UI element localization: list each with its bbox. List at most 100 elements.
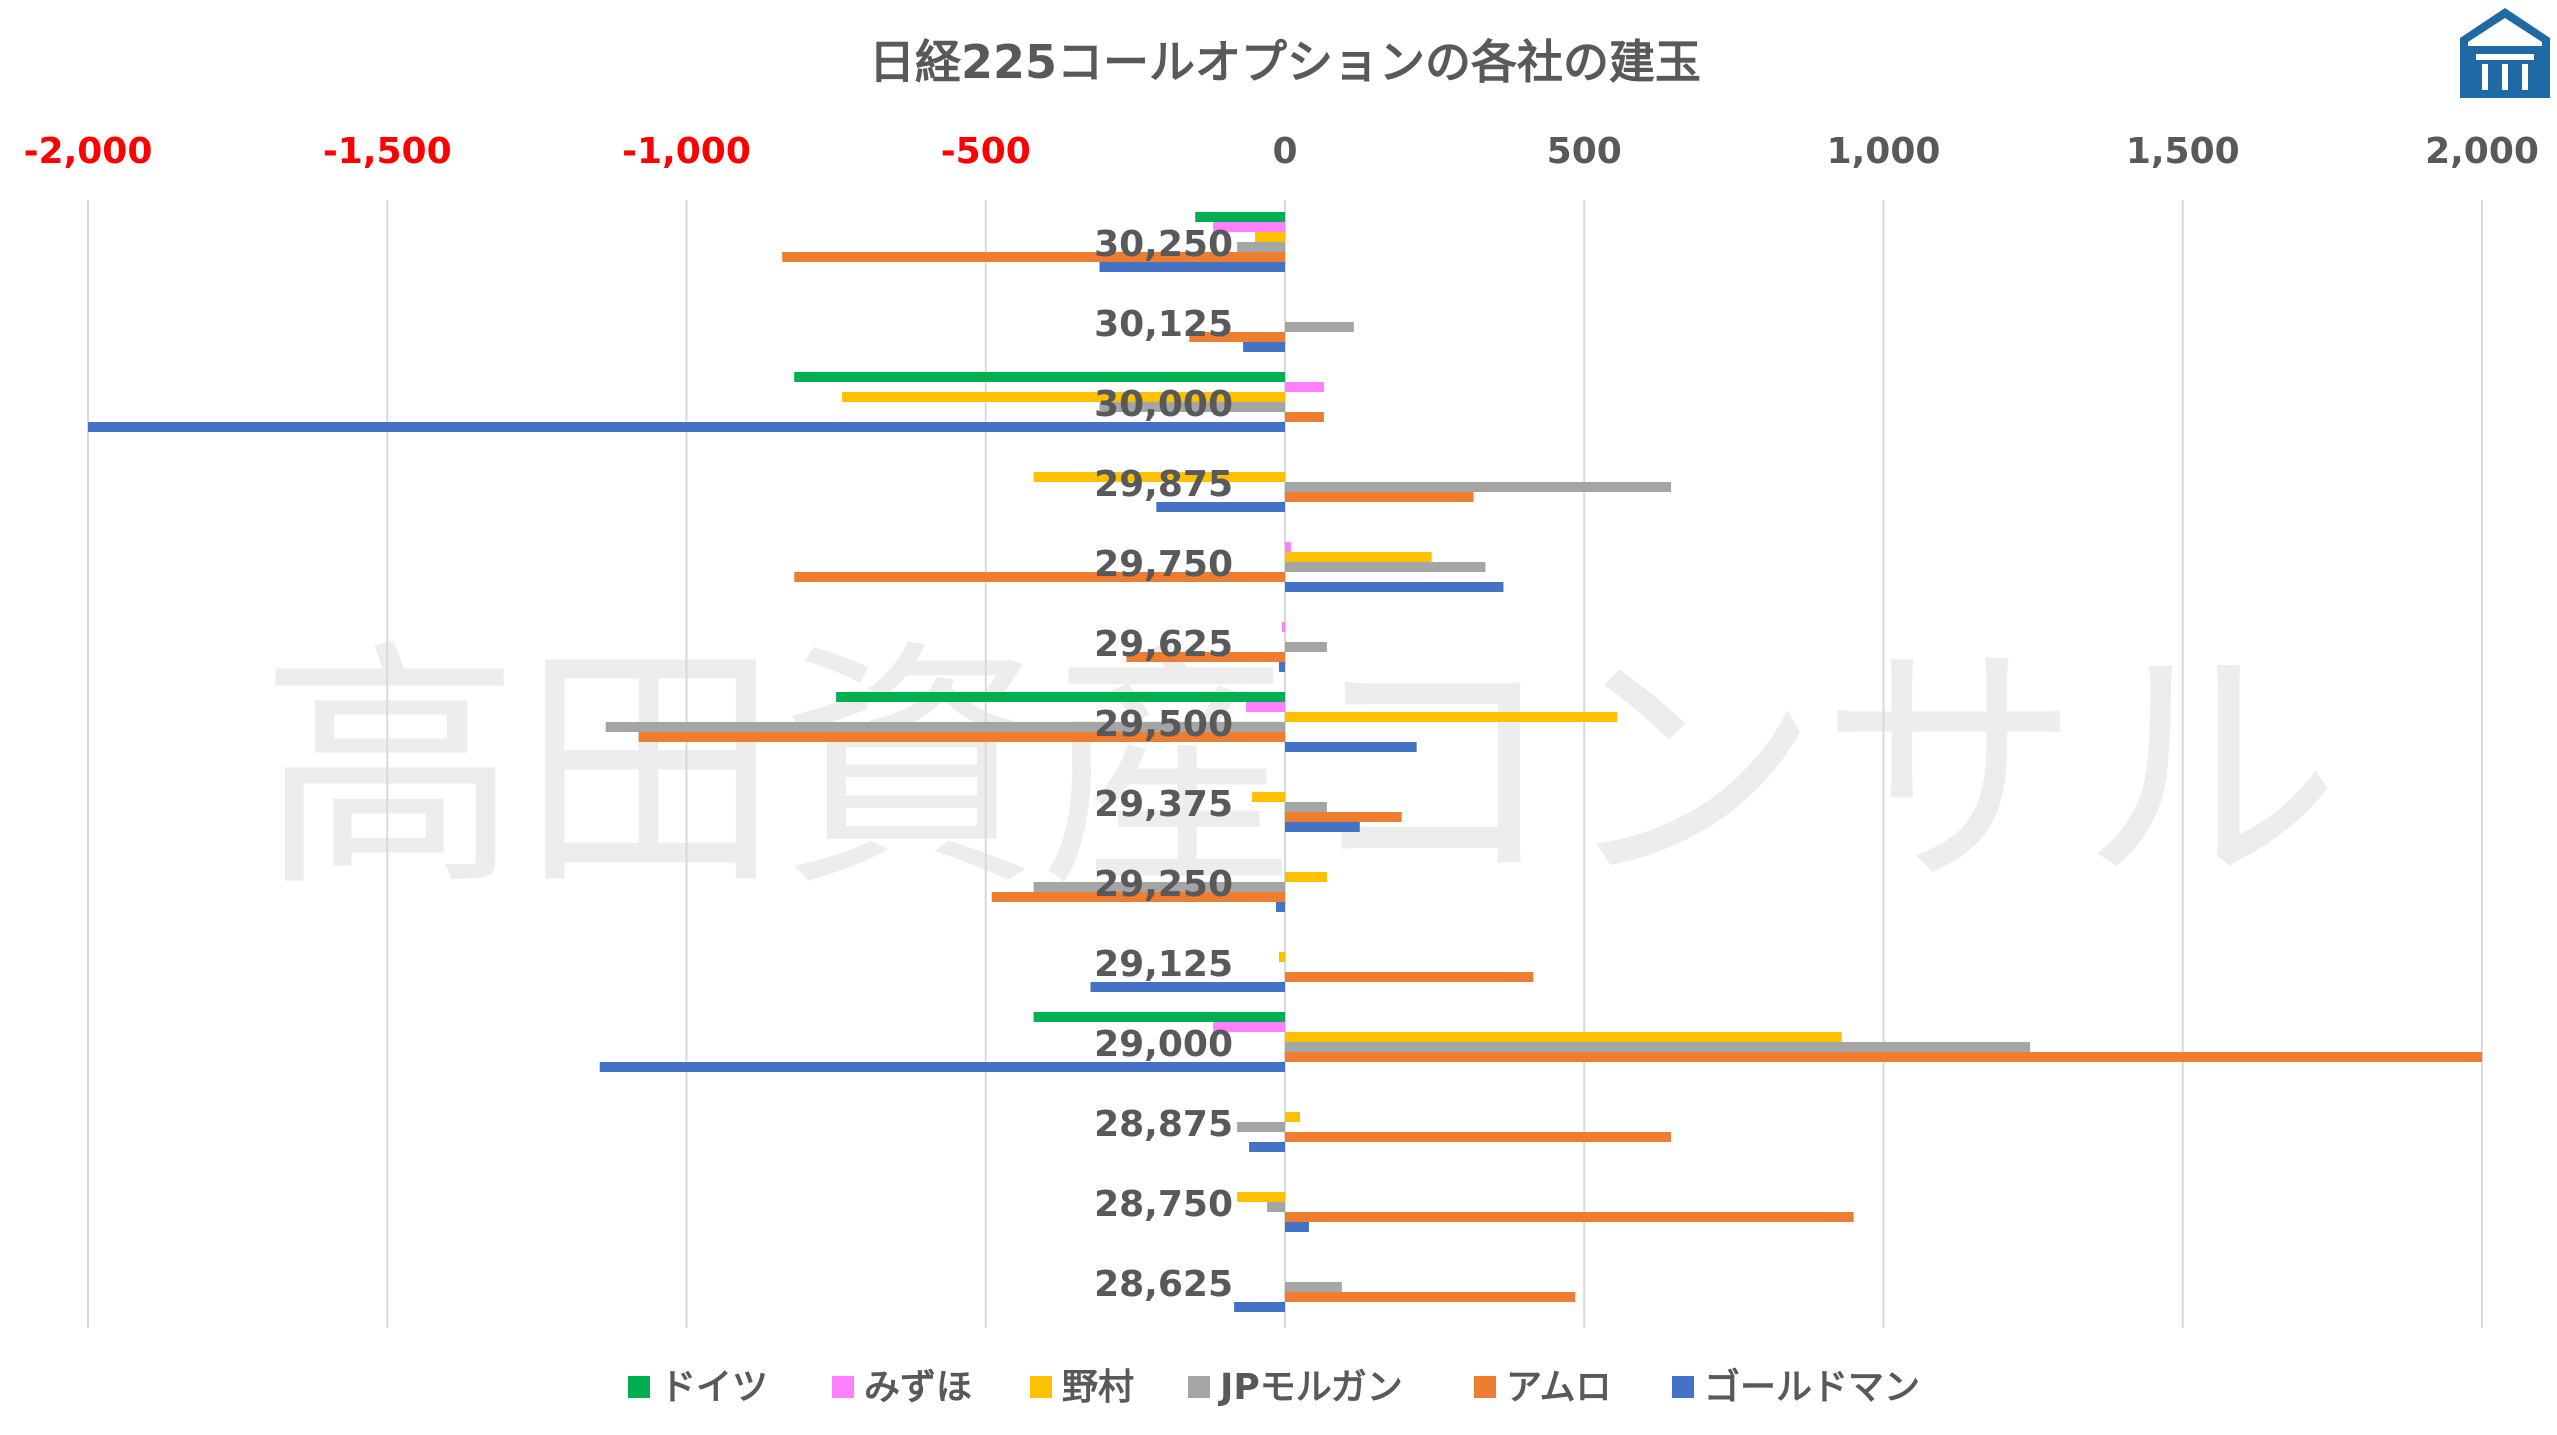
bar <box>1285 1222 1309 1232</box>
x-tick-label: 1,000 <box>1827 131 1941 172</box>
bar <box>794 372 1285 382</box>
bar <box>1189 332 1285 342</box>
bar <box>1126 652 1285 662</box>
bar <box>1285 542 1291 552</box>
bar <box>638 732 1285 742</box>
bar <box>1276 902 1285 912</box>
bar <box>1033 472 1285 482</box>
legend-label: みずほ <box>864 1367 972 1408</box>
x-tick-labels: -2,000 -1,500 -1,000 -500 0 500 1,000 1,500 2,00… <box>24 131 2539 172</box>
legend-swatch <box>1030 1376 1052 1398</box>
legend-swatch <box>1188 1376 1210 1398</box>
bar <box>1285 412 1324 422</box>
bar <box>1156 502 1285 512</box>
y-tick-label: 29,500 <box>1094 704 1233 745</box>
bar <box>1285 972 1534 982</box>
x-tick-label: 1,500 <box>2126 131 2240 172</box>
bar <box>1285 562 1486 572</box>
y-tick-label: 28,625 <box>1094 1264 1233 1305</box>
chart-title: 日経225コールオプションの各社の建玉 <box>869 35 1701 89</box>
legend-swatch <box>1474 1376 1496 1398</box>
bar <box>1285 872 1327 882</box>
bar <box>1285 1112 1300 1122</box>
y-tick-label: 28,875 <box>1094 1104 1233 1145</box>
bar <box>1285 812 1402 822</box>
x-tick-label: 2,000 <box>2425 131 2539 172</box>
bar <box>1285 582 1504 592</box>
bar <box>1285 802 1327 812</box>
y-tick-label: 28,750 <box>1094 1184 1233 1225</box>
y-tick-labels: 30,250 30,125 30,000 29,875 29,750 29,625 29,5… <box>1094 224 1233 1305</box>
bar <box>1285 1132 1672 1142</box>
bar <box>1279 952 1285 962</box>
bar <box>1033 1012 1285 1022</box>
bar <box>1252 792 1285 802</box>
bar <box>1237 242 1285 252</box>
bar <box>1285 482 1672 492</box>
bar <box>1285 1032 1842 1042</box>
bar <box>782 252 1285 262</box>
bar <box>1246 702 1285 712</box>
legend-swatch <box>628 1376 650 1398</box>
bar <box>1237 1192 1285 1202</box>
y-tick-label: 30,125 <box>1094 304 1233 345</box>
bar <box>1285 1042 2031 1052</box>
bar <box>1285 712 1618 722</box>
x-tick-label: -1,500 <box>323 131 452 172</box>
legend-label: 野村 <box>1062 1367 1134 1408</box>
bar <box>1285 1212 1854 1222</box>
bar <box>1099 262 1285 272</box>
bar <box>1285 822 1360 832</box>
legend-swatch <box>1672 1376 1694 1398</box>
watermark-text: 高田資産コンサル <box>260 620 2340 922</box>
bar <box>1099 402 1285 412</box>
x-tick-label: 500 <box>1547 131 1622 172</box>
bar <box>1285 642 1327 652</box>
x-tick-label: 0 <box>1272 131 1297 172</box>
y-tick-label: 29,000 <box>1094 1024 1233 1065</box>
bar <box>1195 212 1285 222</box>
legend-label: JPモルガン <box>1217 1367 1403 1408</box>
y-tick-label: 30,000 <box>1094 384 1233 425</box>
bar <box>1213 1022 1285 1032</box>
bar <box>842 392 1285 402</box>
bar <box>1243 342 1285 352</box>
bar <box>1033 882 1285 892</box>
y-tick-label: 29,125 <box>1094 944 1233 985</box>
bar <box>1282 622 1285 632</box>
legend-label: アムロ <box>1506 1367 1611 1408</box>
bar <box>1249 1142 1285 1152</box>
bar <box>1234 1302 1285 1312</box>
bar <box>1213 222 1285 232</box>
legend-label: ドイツ <box>660 1367 768 1408</box>
bar <box>836 692 1285 702</box>
bar <box>1279 662 1285 672</box>
bars <box>88 212 2482 1312</box>
legend: ドイツ みずほ 野村 JPモルガン アムロ ゴールドマン <box>628 1366 1920 1408</box>
bar <box>1285 1292 1576 1302</box>
bar <box>1285 552 1432 562</box>
logo-icon <box>2460 8 2550 98</box>
bar <box>1285 742 1417 752</box>
bar <box>1285 1282 1342 1292</box>
y-tick-label: 29,375 <box>1094 784 1233 825</box>
y-tick-label: 29,750 <box>1094 544 1233 585</box>
bar <box>794 572 1285 582</box>
x-tick-label: -500 <box>941 131 1031 172</box>
bar <box>599 1062 1285 1072</box>
bar <box>1285 1052 2482 1062</box>
legend-swatch <box>832 1376 854 1398</box>
x-tick-label: -2,000 <box>24 131 153 172</box>
bar <box>1285 322 1354 332</box>
legend-label: ゴールドマン <box>1704 1366 1920 1408</box>
bar <box>1237 1122 1285 1132</box>
bar <box>88 422 1285 432</box>
bar <box>1285 382 1324 392</box>
y-tick-label: 30,250 <box>1094 224 1233 265</box>
y-tick-label: 29,250 <box>1094 864 1233 905</box>
grid-lines <box>87 200 2483 1328</box>
y-tick-label: 29,875 <box>1094 464 1233 505</box>
y-tick-label: 29,625 <box>1094 624 1233 665</box>
bar <box>1255 232 1285 242</box>
